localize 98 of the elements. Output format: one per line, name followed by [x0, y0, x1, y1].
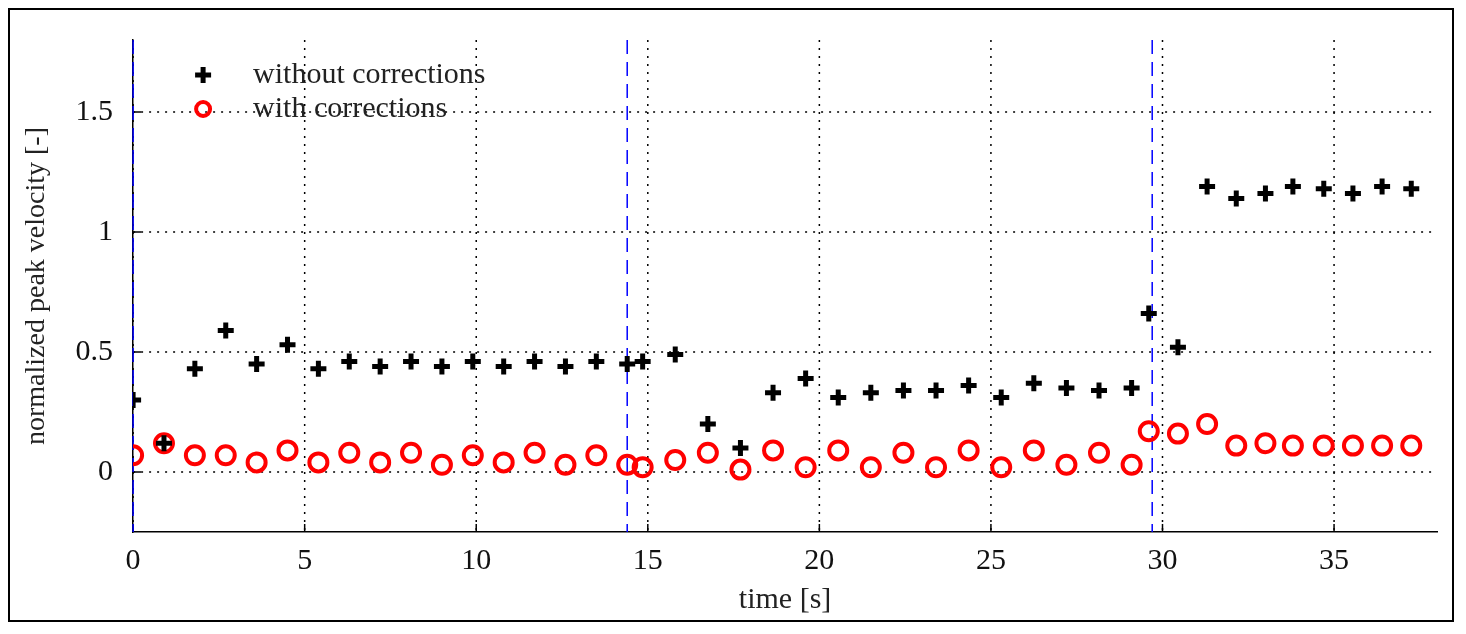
point — [1225, 187, 1247, 209]
point — [729, 437, 751, 459]
point — [925, 456, 948, 479]
point — [664, 449, 687, 471]
point — [827, 439, 850, 462]
point — [1055, 377, 1077, 399]
point — [1225, 434, 1248, 457]
point — [616, 353, 638, 375]
point — [1088, 441, 1111, 464]
point — [338, 351, 360, 373]
point — [585, 351, 607, 373]
point — [1371, 175, 1393, 197]
x-tick-label: 5 — [297, 541, 313, 575]
point — [492, 451, 515, 474]
point — [277, 334, 299, 356]
point — [369, 451, 392, 474]
point — [1282, 175, 1304, 197]
point — [860, 382, 882, 404]
point — [400, 351, 422, 373]
point — [215, 319, 237, 341]
point — [430, 453, 453, 476]
point — [696, 441, 719, 464]
point — [369, 355, 391, 377]
point — [1137, 420, 1160, 443]
point — [245, 451, 268, 474]
point — [1196, 175, 1218, 197]
point — [616, 453, 639, 476]
point — [1088, 379, 1110, 401]
point — [493, 355, 515, 377]
point — [183, 444, 206, 467]
point — [184, 358, 206, 380]
point — [338, 441, 361, 464]
point — [795, 367, 817, 389]
point — [524, 351, 546, 373]
point — [1121, 377, 1143, 399]
point — [958, 375, 980, 397]
point — [990, 456, 1013, 479]
point — [1196, 413, 1219, 435]
point — [1341, 434, 1364, 457]
point — [554, 355, 576, 377]
point — [1023, 372, 1045, 394]
point — [554, 453, 577, 476]
point — [1138, 303, 1160, 325]
point — [1371, 434, 1394, 457]
point — [1167, 336, 1189, 358]
point — [307, 451, 330, 474]
x-tick-label: 20 — [804, 541, 835, 575]
point — [1400, 178, 1422, 200]
point — [631, 456, 654, 479]
x-tick-label: 10 — [461, 541, 492, 575]
point — [1254, 183, 1276, 205]
point — [859, 456, 882, 479]
point — [762, 382, 784, 404]
x-tick-label: 0 — [125, 541, 141, 575]
point — [957, 439, 980, 462]
point — [794, 456, 817, 479]
point — [892, 379, 914, 401]
point — [307, 358, 329, 380]
point — [1281, 434, 1304, 457]
y-tick-label: 0 — [98, 452, 114, 486]
point — [462, 351, 484, 373]
point — [276, 439, 299, 462]
point — [1342, 183, 1364, 205]
point — [1254, 432, 1277, 455]
point — [523, 441, 546, 464]
point — [827, 387, 849, 409]
y-tick-label: 1.5 — [75, 92, 114, 126]
point — [1055, 453, 1078, 476]
x-tick-label: 35 — [1319, 541, 1350, 575]
x-tick-label: 30 — [1147, 541, 1178, 575]
point — [1166, 422, 1189, 445]
legend-label: without corrections — [253, 55, 486, 89]
y-axis-title: normalized peak velocity [-] — [19, 127, 51, 445]
point — [400, 441, 423, 464]
point — [664, 343, 686, 365]
x-tick-label: 25 — [975, 541, 1006, 575]
point — [1120, 453, 1143, 476]
x-axis-title: time [s] — [738, 580, 832, 614]
point — [892, 441, 915, 464]
point — [1312, 434, 1335, 457]
point — [697, 413, 719, 435]
y-tick-label: 1 — [98, 212, 114, 246]
point — [990, 387, 1012, 409]
point — [431, 355, 453, 377]
point — [762, 439, 785, 462]
point — [461, 444, 484, 467]
point — [214, 444, 237, 467]
point — [1400, 434, 1423, 457]
point — [1313, 178, 1335, 200]
point — [925, 379, 947, 401]
point — [632, 351, 654, 373]
point — [246, 353, 268, 375]
point — [729, 458, 752, 481]
legend-label: with corrections — [253, 89, 448, 123]
point — [1022, 439, 1045, 462]
x-tick-label: 15 — [632, 541, 663, 575]
y-tick-label: 0.5 — [75, 332, 114, 366]
point — [585, 444, 608, 467]
